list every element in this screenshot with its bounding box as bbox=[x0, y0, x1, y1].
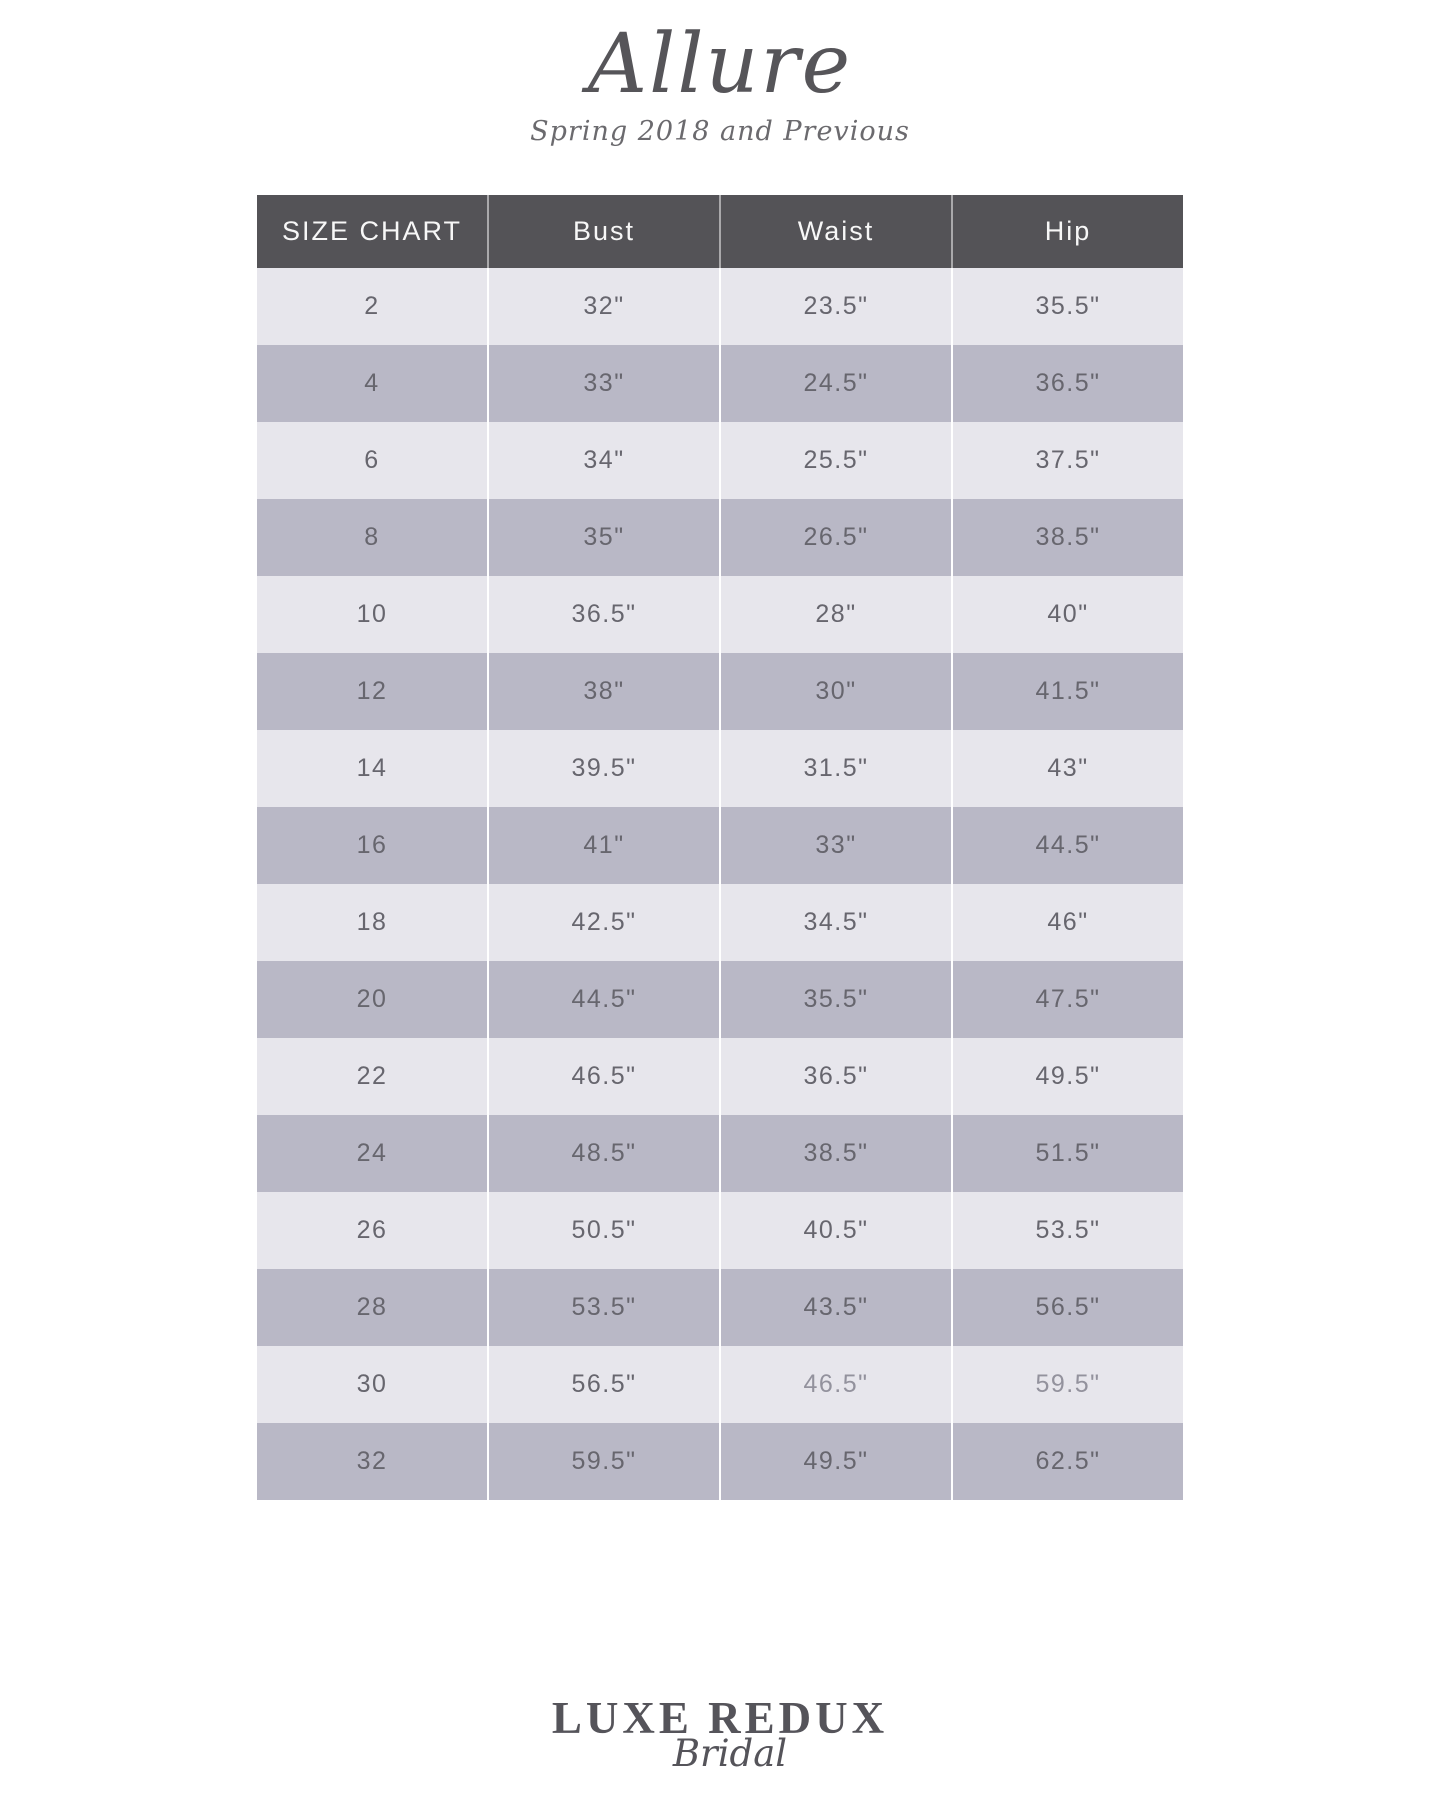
bust-cell: 56.5" bbox=[487, 1346, 719, 1423]
waist-cell: 28" bbox=[719, 576, 951, 653]
size-cell: 6 bbox=[364, 446, 380, 474]
waist-cell: 25.5" bbox=[719, 422, 951, 499]
table-row: 12 38" 30" 41.5" bbox=[257, 653, 1183, 730]
table-row: 4 33" 24.5" 36.5" bbox=[257, 345, 1183, 422]
hip-cell: 44.5" bbox=[951, 807, 1183, 884]
size-cell: 8 bbox=[364, 523, 380, 551]
luxe-redux-wordmark: LUXE REDUX bbox=[551, 1693, 889, 1743]
waist-cell: 38.5" bbox=[719, 1115, 951, 1192]
column-header-waist: Waist bbox=[719, 195, 951, 268]
hip-cell: 40" bbox=[951, 576, 1183, 653]
size-cell: 2 bbox=[364, 292, 380, 320]
brand-title: Allure bbox=[587, 17, 853, 112]
table-row: 30 56.5" 46.5" 59.5" bbox=[257, 1346, 1183, 1423]
table-row: 26 50.5" 40.5" 53.5" bbox=[257, 1192, 1183, 1269]
hip-cell: 35.5" bbox=[951, 268, 1183, 345]
brand-header: Allure Spring 2018 and Previous bbox=[0, 0, 1440, 147]
size-cell: 22 bbox=[356, 1062, 388, 1090]
size-cell: 32 bbox=[356, 1447, 388, 1475]
column-header-bust: Bust bbox=[487, 195, 719, 268]
table-row: 24 48.5" 38.5" 51.5" bbox=[257, 1115, 1183, 1192]
waist-cell: 36.5" bbox=[719, 1038, 951, 1115]
table-row: 8 35" 26.5" 38.5" bbox=[257, 499, 1183, 576]
size-cell: 4 bbox=[364, 369, 380, 397]
waist-cell: 40.5" bbox=[719, 1192, 951, 1269]
hip-cell: 51.5" bbox=[951, 1115, 1183, 1192]
bust-cell: 42.5" bbox=[487, 884, 719, 961]
bust-cell: 33" bbox=[487, 345, 719, 422]
bust-cell: 53.5" bbox=[487, 1269, 719, 1346]
waist-cell: 26.5" bbox=[719, 499, 951, 576]
size-cell: 28 bbox=[356, 1293, 388, 1321]
hip-cell: 59.5" bbox=[951, 1346, 1183, 1423]
bust-cell: 32" bbox=[487, 268, 719, 345]
brand-footer: LUXE REDUX Bridal bbox=[0, 1692, 1440, 1775]
table-row: 20 44.5" 35.5" 47.5" bbox=[257, 961, 1183, 1038]
bridal-script-wordmark: Bridal bbox=[672, 1732, 788, 1775]
waist-cell: 46.5" bbox=[719, 1346, 951, 1423]
hip-cell: 47.5" bbox=[951, 961, 1183, 1038]
size-cell: 14 bbox=[356, 754, 388, 782]
hip-cell: 36.5" bbox=[951, 345, 1183, 422]
size-cell: 26 bbox=[356, 1216, 388, 1244]
table-row: 16 41" 33" 44.5" bbox=[257, 807, 1183, 884]
column-header-hip: Hip bbox=[951, 195, 1183, 268]
waist-cell: 35.5" bbox=[719, 961, 951, 1038]
hip-cell: 62.5" bbox=[951, 1423, 1183, 1500]
waist-cell: 23.5" bbox=[719, 268, 951, 345]
size-cell: 24 bbox=[356, 1139, 388, 1167]
table-row: 2 32" 23.5" 35.5" bbox=[257, 268, 1183, 345]
size-cell: 12 bbox=[356, 677, 388, 705]
size-chart-table: SIZE CHART Bust Waist Hip 2 32" 23.5" 35… bbox=[257, 195, 1183, 1500]
table-row: 32 59.5" 49.5" 62.5" bbox=[257, 1423, 1183, 1500]
waist-cell: 31.5" bbox=[719, 730, 951, 807]
bust-cell: 38" bbox=[487, 653, 719, 730]
hip-cell: 53.5" bbox=[951, 1192, 1183, 1269]
column-header-size-chart: SIZE CHART bbox=[281, 216, 463, 246]
table-header-row: SIZE CHART Bust Waist Hip bbox=[257, 195, 1183, 268]
table-row: 6 34" 25.5" 37.5" bbox=[257, 422, 1183, 499]
bust-cell: 46.5" bbox=[487, 1038, 719, 1115]
bust-cell: 34" bbox=[487, 422, 719, 499]
size-cell: 16 bbox=[356, 831, 388, 859]
table-row: 14 39.5" 31.5" 43" bbox=[257, 730, 1183, 807]
waist-cell: 34.5" bbox=[719, 884, 951, 961]
table-row: 18 42.5" 34.5" 46" bbox=[257, 884, 1183, 961]
waist-cell: 24.5" bbox=[719, 345, 951, 422]
bust-cell: 50.5" bbox=[487, 1192, 719, 1269]
waist-cell: 33" bbox=[719, 807, 951, 884]
bust-cell: 59.5" bbox=[487, 1423, 719, 1500]
size-cell: 10 bbox=[356, 600, 388, 628]
table-row: 28 53.5" 43.5" 56.5" bbox=[257, 1269, 1183, 1346]
hip-cell: 46" bbox=[951, 884, 1183, 961]
bust-cell: 36.5" bbox=[487, 576, 719, 653]
hip-cell: 37.5" bbox=[951, 422, 1183, 499]
bust-cell: 39.5" bbox=[487, 730, 719, 807]
hip-cell: 41.5" bbox=[951, 653, 1183, 730]
hip-cell: 49.5" bbox=[951, 1038, 1183, 1115]
size-cell: 18 bbox=[356, 908, 388, 936]
table-row: 10 36.5" 28" 40" bbox=[257, 576, 1183, 653]
size-cell: 30 bbox=[356, 1370, 388, 1398]
hip-cell: 38.5" bbox=[951, 499, 1183, 576]
size-cell: 20 bbox=[356, 985, 388, 1013]
bust-cell: 48.5" bbox=[487, 1115, 719, 1192]
waist-cell: 49.5" bbox=[719, 1423, 951, 1500]
bust-cell: 44.5" bbox=[487, 961, 719, 1038]
collection-subtitle: Spring 2018 and Previous bbox=[530, 116, 910, 148]
bust-cell: 41" bbox=[487, 807, 719, 884]
hip-cell: 56.5" bbox=[951, 1269, 1183, 1346]
bust-cell: 35" bbox=[487, 499, 719, 576]
waist-cell: 30" bbox=[719, 653, 951, 730]
waist-cell: 43.5" bbox=[719, 1269, 951, 1346]
table-row: 22 46.5" 36.5" 49.5" bbox=[257, 1038, 1183, 1115]
hip-cell: 43" bbox=[951, 730, 1183, 807]
table-body: 2 32" 23.5" 35.5" 4 33" 24.5" 36.5" 6 34… bbox=[257, 268, 1183, 1500]
